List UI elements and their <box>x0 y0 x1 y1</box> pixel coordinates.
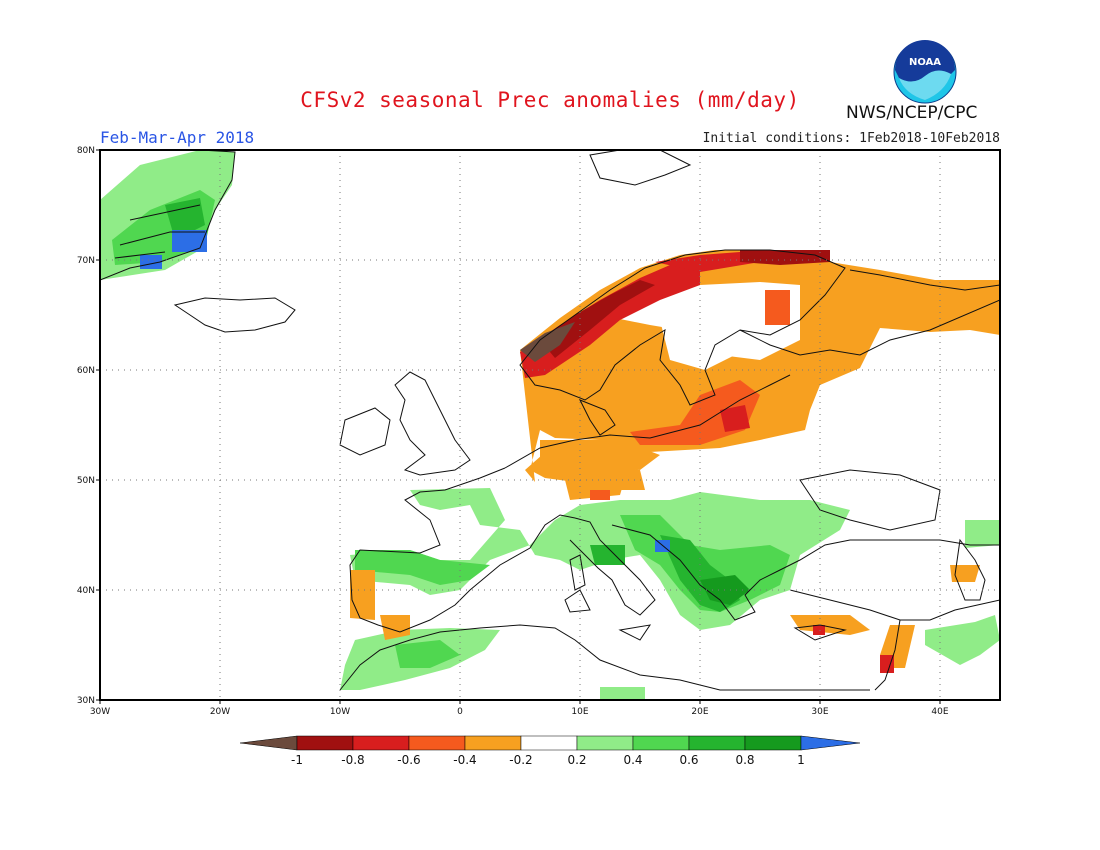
colorbar-label: -0.6 <box>397 753 420 767</box>
colorbar-label: 0.4 <box>623 753 642 767</box>
axis-ticks: 30W 20W 10W 0 10E 20E 30E 40E 30N 40N 50N 60N 70N 80N <box>77 146 949 717</box>
lat-tick-label: 50N <box>77 476 95 486</box>
lat-tick-label: 80N <box>77 146 95 156</box>
lon-tick-label: 0 <box>457 707 463 717</box>
colorbar-label: 0.2 <box>567 753 586 767</box>
colorbar-swatch <box>632 735 690 751</box>
colorbar-swatch <box>296 735 354 751</box>
colorbar-high-arrow <box>800 735 861 751</box>
lat-tick-label: 70N <box>77 256 95 266</box>
colorbar-swatch <box>464 735 522 751</box>
lon-tick-label: 30E <box>811 707 828 717</box>
lon-tick-label: 10E <box>571 707 588 717</box>
colorbar-swatch <box>520 735 578 751</box>
colorbar: -1 -0.8 -0.6 -0.4 -0.2 0.2 0.4 0.6 0.8 1 <box>239 735 861 767</box>
colorbar-swatch <box>576 735 634 751</box>
initial-conditions-label: Initial conditions: 1Feb2018-10Feb2018 <box>702 131 1000 146</box>
colorbar-low-arrow <box>239 735 298 751</box>
coastlines <box>100 150 1000 691</box>
colorbar-label: 0.6 <box>679 753 698 767</box>
lat-tick-label: 60N <box>77 366 95 376</box>
colorbar-label: -0.8 <box>341 753 364 767</box>
lon-tick-label: 20E <box>691 707 708 717</box>
lat-tick-label: 40N <box>77 586 95 596</box>
colorbar-label: 1 <box>797 753 805 767</box>
noaa-logo-icon: NOAA <box>893 40 957 104</box>
lon-tick-label: 10W <box>330 707 350 717</box>
colorbar-swatch <box>688 735 746 751</box>
period-label: Feb-Mar-Apr 2018 <box>100 128 255 147</box>
lon-tick-label: 20W <box>210 707 230 717</box>
colorbar-swatch <box>408 735 466 751</box>
colorbar-label: -0.4 <box>453 753 476 767</box>
colorbar-label: 0.8 <box>735 753 754 767</box>
map-frame <box>99 149 1001 701</box>
anomaly-shading <box>100 150 1000 700</box>
lon-tick-label: 30W <box>90 707 110 717</box>
organization-label: NWS/NCEP/CPC <box>846 103 978 123</box>
lon-tick-label: 40E <box>931 707 948 717</box>
colorbar-label: -1 <box>291 753 303 767</box>
map-title: CFSv2 seasonal Prec anomalies (mm/day) <box>300 88 800 112</box>
lat-tick-label: 30N <box>77 696 95 706</box>
logo-text: NOAA <box>909 57 941 68</box>
colorbar-swatch <box>352 735 410 751</box>
colorbar-swatch <box>744 735 802 751</box>
graticule <box>100 150 1000 700</box>
colorbar-label: -0.2 <box>509 753 532 767</box>
